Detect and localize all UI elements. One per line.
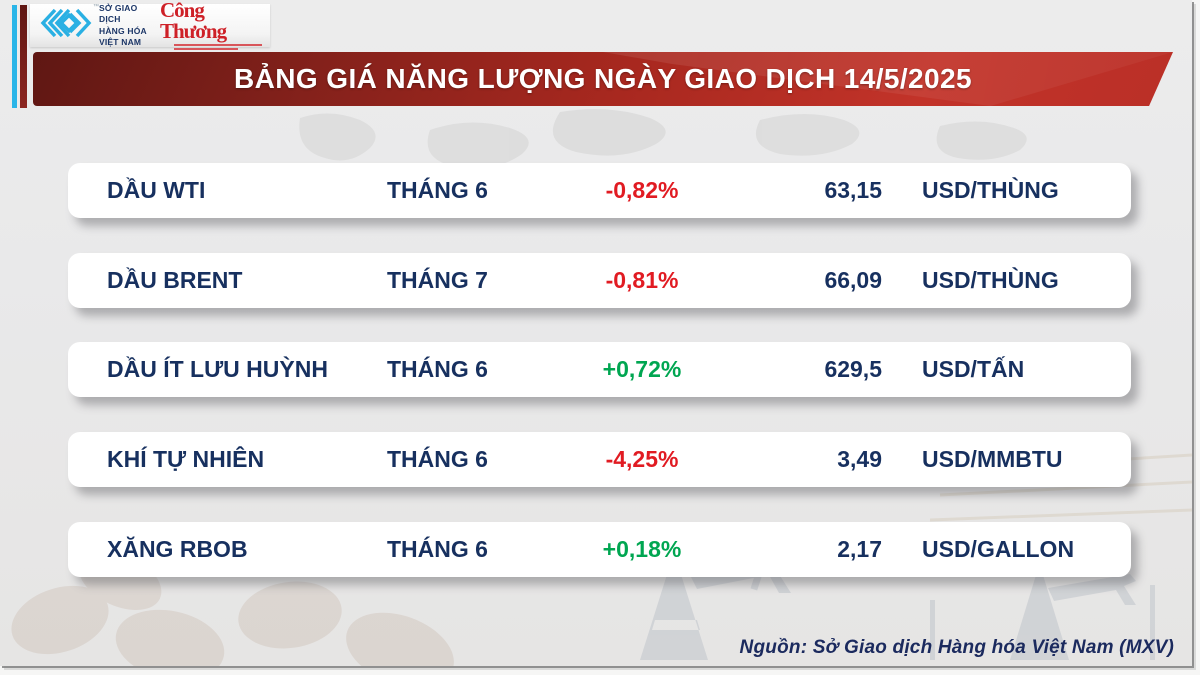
contract-month: THÁNG 6 (387, 356, 488, 383)
commodity-name: XĂNG RBOB (107, 535, 248, 562)
congthuong-tagline (174, 43, 262, 52)
price-value: 63,15 (824, 177, 882, 203)
price-value: 66,09 (824, 266, 882, 293)
mxv-logo-icon: ™ (40, 4, 99, 44)
accent-bar-darkred (20, 5, 27, 108)
commodity-name: DẦU WTI (107, 177, 206, 203)
price-unit: USD/MMBTU (922, 446, 1063, 473)
contract-month: THÁNG 6 (387, 535, 488, 562)
mxv-name: SỞ GIAO DỊCH HÀNG HÓA VIỆT NAM (99, 3, 147, 47)
contract-month: THÁNG 6 (387, 177, 488, 203)
price-unit: USD/THÙNG (922, 266, 1059, 293)
change-cell: -0,82% (605, 177, 679, 203)
price-row: XĂNG RBOB THÁNG 6 +0,18% 2,17 USD/GALLON (68, 521, 1131, 577)
price-value: 3,49 (837, 446, 882, 473)
page-title: BẢNG GIÁ NĂNG LƯỢNG NGÀY GIAO DỊCH 14/5/… (234, 63, 972, 94)
congthuong-logo: Công Thương (160, 0, 262, 52)
logo-panel: ™ SỞ GIAO DỊCH HÀNG HÓA VIỆT NAM Công Th… (30, 0, 270, 50)
price-value: 629,5 (824, 356, 882, 383)
congthuong-name: Công Thương (160, 0, 227, 43)
price-rows: DẦU WTI THÁNG 6 -0,82% 63,15 USD/THÙNG D… (68, 163, 1131, 577)
commodity-name: DẦU ÍT LƯU HUỲNH (107, 356, 328, 383)
accent-bar-cyan (12, 5, 17, 108)
trademark-symbol: ™ (93, 4, 99, 10)
change-cell: -4,25% (605, 446, 679, 473)
price-row: DẦU BRENT THÁNG 7 -0,81% 66,09 USD/THÙNG (68, 252, 1131, 308)
change-cell: -0,81% (605, 266, 679, 293)
change-cell: +0,18% (602, 535, 682, 562)
price-row: DẦU WTI THÁNG 6 -0,82% 63,15 USD/THÙNG (68, 163, 1131, 218)
price-row: DẦU ÍT LƯU HUỲNH THÁNG 6 +0,72% 629,5 US… (68, 342, 1131, 398)
price-row: KHÍ TỰ NHIÊN THÁNG 6 -4,25% 3,49 USD/MMB… (68, 432, 1131, 488)
price-value: 2,17 (837, 535, 882, 562)
price-unit: USD/GALLON (922, 535, 1075, 562)
commodity-name: KHÍ TỰ NHIÊN (107, 446, 265, 473)
price-unit: USD/TẤN (922, 356, 1025, 383)
contract-month: THÁNG 7 (387, 266, 488, 293)
title-banner: BẢNG GIÁ NĂNG LƯỢNG NGÀY GIAO DỊCH 14/5/… (33, 52, 1173, 106)
source-credit: Nguồn: Sở Giao dịch Hàng hóa Việt Nam (M… (739, 637, 1174, 658)
commodity-name: DẦU BRENT (107, 266, 243, 293)
contract-month: THÁNG 6 (387, 446, 488, 473)
price-unit: USD/THÙNG (922, 177, 1059, 203)
change-cell: +0,72% (602, 356, 682, 383)
